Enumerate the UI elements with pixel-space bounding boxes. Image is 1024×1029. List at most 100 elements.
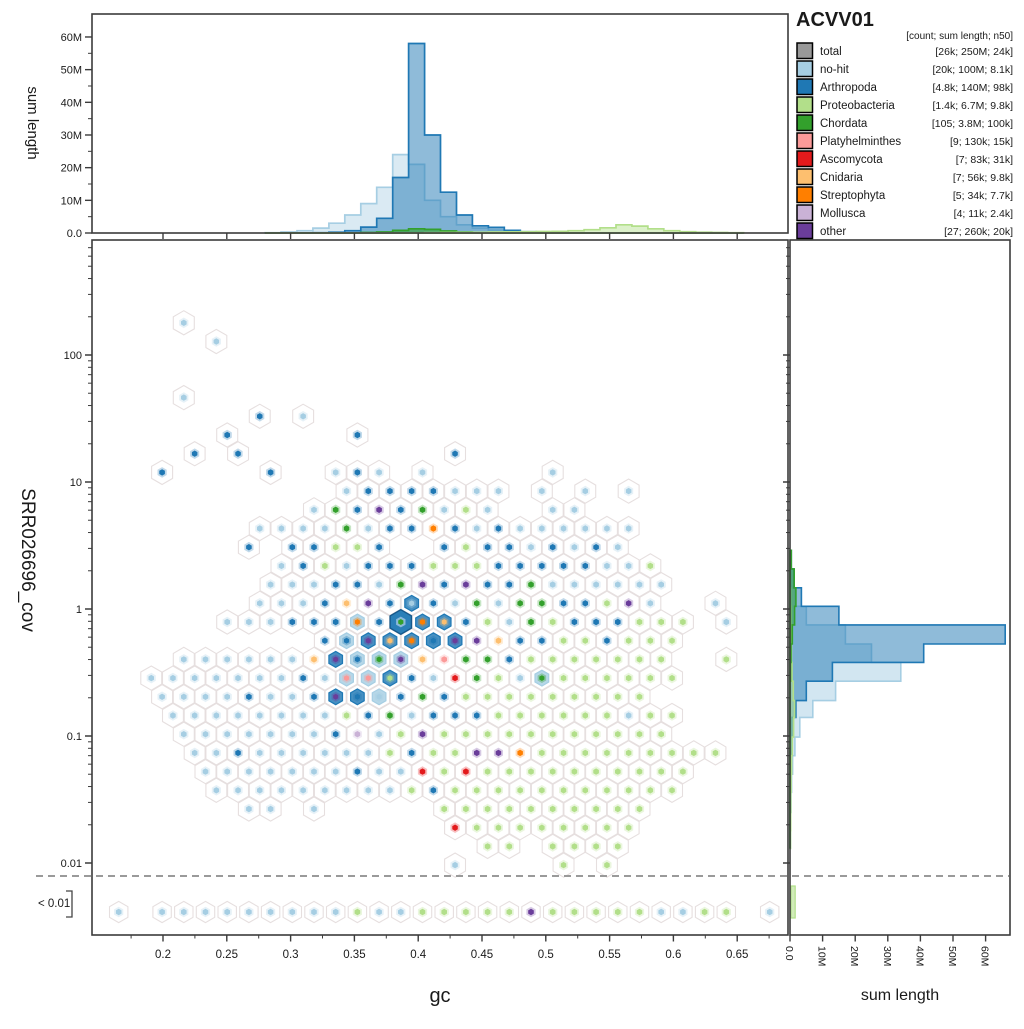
hex-cell (259, 796, 282, 822)
hex-cell (433, 758, 456, 785)
hex-dot-no-hit (625, 712, 632, 719)
hex-dot-proteobacteria (549, 656, 556, 663)
hex-dot-no-hit (343, 562, 350, 570)
hex-dot-arthropoda (300, 674, 306, 682)
hex-cell (639, 590, 662, 617)
hex-dot-no-hit (278, 600, 285, 607)
hex-dot-no-hit (712, 600, 719, 607)
hex-cell (509, 515, 532, 542)
hex-cell (324, 721, 347, 747)
hex-dot-cnidaria (419, 656, 426, 663)
hex-cell (313, 590, 336, 617)
legend-value: [5; 34k; 7.7k] (953, 190, 1013, 202)
hex-dot-no-hit (376, 768, 382, 775)
hex-cell (281, 758, 304, 785)
hex-cell (552, 553, 575, 579)
hex-dot-no-hit (419, 469, 426, 476)
hex-cell (357, 702, 380, 729)
hex-dot-proteobacteria (571, 693, 578, 700)
hex-cell-band (174, 900, 194, 924)
hex-dot-arthropoda (495, 562, 502, 570)
hex-cell (585, 609, 608, 635)
hex-cell (368, 758, 391, 785)
right-x-tick-label: 50M (946, 946, 958, 966)
hex-cell (422, 478, 445, 504)
hex-cell (270, 665, 293, 691)
hex-cell (259, 571, 282, 598)
hex-cell (248, 740, 271, 766)
hex-dot-proteobacteria (549, 843, 556, 850)
hex-cell (530, 777, 553, 804)
hex-cell-band (499, 900, 520, 924)
hex-cell (574, 515, 597, 542)
hex-cell (552, 665, 575, 691)
hex-cell (650, 646, 673, 673)
hex-dot-no-hit (582, 487, 588, 495)
hex-cell (519, 721, 543, 747)
hex-inner-other (452, 637, 458, 644)
hex-dot-no-hit (398, 768, 404, 775)
hex-dot-proteobacteria (452, 787, 458, 794)
hex-dot-no-hit (506, 618, 513, 626)
hex-dot-proteobacteria (332, 544, 339, 551)
hex-cell (639, 702, 662, 729)
hex-dot-proteobacteria (571, 843, 578, 850)
hex-cell (519, 684, 543, 710)
hex-dot-proteobacteria (647, 712, 654, 719)
hex-cell (248, 777, 271, 804)
hex-cell (574, 478, 597, 504)
hex-dot-proteobacteria (593, 693, 599, 700)
hex-dot-no-hit (517, 525, 523, 532)
hex-dot-proteobacteria (560, 861, 567, 869)
hex-dot-arthropoda (582, 562, 588, 570)
hex-cell-band (521, 900, 541, 924)
hex-cell (433, 721, 456, 747)
legend-header: [count; sum length; n50] (906, 31, 1013, 42)
hex-dot-arthropoda (365, 712, 371, 719)
hex-cell (465, 740, 488, 766)
hex-cell (585, 833, 608, 860)
hex-dot-proteobacteria (593, 768, 599, 775)
hex-dot-arthropoda (322, 600, 328, 607)
hex-inner-chordata (539, 675, 545, 681)
hex-dot-arthropoda (408, 525, 415, 532)
hex-cell (639, 553, 662, 579)
hex-cell (574, 814, 597, 841)
hex-cell (357, 590, 380, 617)
hex-dot-no-hit (213, 787, 220, 794)
hex-dot-no-hit (343, 787, 350, 794)
hex-cell (454, 609, 477, 635)
hex-dots (114, 317, 775, 918)
hex-cell (378, 478, 401, 504)
hex-cell (422, 590, 445, 617)
legend-item-total: total [26k; 250M; 24k] (796, 42, 1013, 60)
hex-cell-band (673, 900, 693, 924)
hex-cell (292, 777, 315, 804)
hex-cell (346, 459, 369, 486)
hex-dot-no-hit (289, 656, 296, 663)
hex-dot-no-hit (452, 861, 458, 869)
hex-dot-ascomycota (452, 674, 458, 682)
hex-dot-proteobacteria (419, 908, 426, 916)
hex-dot-no-hit (181, 693, 187, 700)
hex-dot-no-hit (257, 674, 263, 682)
hex-dot-no-hit (474, 525, 480, 532)
hex-cell (422, 553, 445, 579)
hex-cell (585, 646, 608, 673)
hex-cell (476, 721, 499, 747)
legend-swatch-platyhelminthes (796, 132, 814, 150)
hex-cell (498, 721, 521, 747)
hex-dot-arthropoda (387, 487, 393, 495)
hex-cell (205, 740, 228, 766)
hex-dot-no-hit (289, 908, 296, 916)
hex-cell (487, 777, 510, 804)
hex-dot-chordata (419, 506, 426, 513)
hex-dot-other (376, 506, 382, 513)
hex-dot-chordata (474, 674, 480, 682)
hex-cell (519, 796, 543, 822)
hex-dot-no-hit (202, 731, 209, 738)
hex-dot-proteobacteria (452, 562, 458, 570)
hex-cell (302, 534, 326, 560)
hex-dot-arthropoda (430, 487, 437, 495)
hex-cell (346, 422, 369, 448)
